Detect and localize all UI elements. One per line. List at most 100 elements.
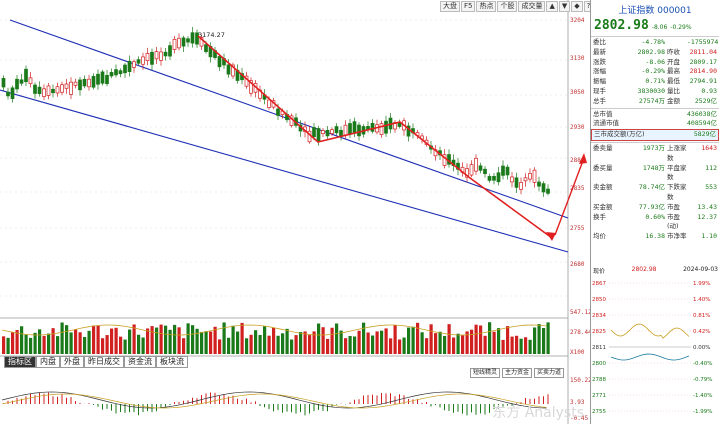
- volume-bar: [330, 327, 334, 354]
- volume-bar: [119, 336, 123, 354]
- volume-bar: [308, 335, 312, 354]
- candle-body: [114, 69, 118, 76]
- candle-body: [96, 73, 100, 85]
- toolbar-button[interactable]: 大盘: [440, 1, 460, 12]
- market-stat-rows: 委卖量 1973万 上涨家数 1643 委买量 1748万 平盘家数 112 卖金额 78.74亿…: [591, 144, 719, 242]
- candle-body: [1, 78, 6, 88]
- volume-bar: [515, 335, 519, 354]
- price-row: 2802.98 -8.06 -0.29%: [591, 16, 719, 35]
- bottom-tab[interactable]: 内盘: [36, 356, 60, 368]
- bottom-tab[interactable]: 资金流: [124, 356, 156, 368]
- volume-bar: [371, 335, 375, 354]
- volume-bar: [11, 332, 15, 354]
- candle-body: [91, 75, 96, 88]
- volume-bar: [497, 328, 501, 354]
- toolbar-button[interactable]: ▲: [546, 1, 558, 12]
- volume-bar: [114, 327, 118, 354]
- toolbar-button[interactable]: 成交量: [518, 1, 546, 12]
- volume-bar: [546, 322, 550, 354]
- indicator-tab[interactable]: 短线精灵: [470, 368, 501, 378]
- indicator-tab[interactable]: 主力资金: [502, 368, 533, 378]
- toolbar-button[interactable]: F5: [461, 1, 476, 12]
- candle-body: [330, 129, 334, 134]
- volume-bar: [312, 331, 316, 354]
- volume-bar: [78, 332, 82, 354]
- quote-label: 量比: [667, 86, 680, 95]
- market-cap-rows: 总市值 436038亿 流通市值 408594亿 三市成交额(万亿) 5829亿: [591, 110, 719, 141]
- bottom-tab[interactable]: 昨日成交: [84, 356, 124, 368]
- quote-label: 买金额: [593, 202, 613, 211]
- chart-toolbar: 大盘 F5 热点 个股 成交量 ▲ ▼ ◆?: [440, 1, 594, 12]
- volume-bar: [24, 334, 28, 354]
- volume-bar: [6, 337, 10, 354]
- toolbar-button[interactable]: 个股: [497, 1, 518, 12]
- mini-axis-left-label: 2800: [592, 361, 606, 367]
- quote-row: 委比 -4.78% -1755974: [591, 38, 719, 48]
- quote-value: 408594亿: [687, 119, 717, 128]
- chart-canvas: 3204 3130 3050 2930 2880 2835 2755 2680 3174.27 5…: [0, 0, 598, 424]
- candle-body: [159, 51, 163, 61]
- candle-body: [132, 61, 136, 68]
- candle-body: [267, 99, 271, 108]
- quote-label: 开盘: [667, 57, 680, 66]
- candle-body: [73, 81, 78, 86]
- volume-bar: [47, 333, 51, 354]
- toolbar-button[interactable]: ◆: [571, 1, 583, 12]
- candle-body: [181, 37, 186, 47]
- bottom-tab[interactable]: 板块流: [156, 356, 188, 368]
- volume-ma-line: [1, 324, 547, 336]
- toolbar-button[interactable]: ▼: [558, 1, 571, 12]
- volume-bar: [321, 327, 325, 354]
- quote-label: 最低: [667, 77, 680, 86]
- volume-bar: [375, 331, 379, 354]
- mini-avg-line: [610, 353, 690, 361]
- bottom-tab[interactable]: 外盘: [60, 356, 84, 368]
- volume-bar: [267, 335, 271, 354]
- quote-label: 涨幅: [593, 67, 606, 76]
- volume-bar: [141, 337, 145, 354]
- macd-dea-line: [1, 393, 547, 409]
- kline-chart[interactable]: 3204 3130 3050 2930 2880 2835 2755 2680 3174.27 5…: [0, 0, 598, 424]
- candle-body: [24, 68, 28, 83]
- candle-body: [154, 51, 159, 60]
- candle-body: [483, 168, 487, 175]
- candle-body: [105, 74, 109, 85]
- candle-body: [226, 64, 231, 75]
- mini-axis-left-label: 2811: [592, 345, 606, 351]
- quote-row: 涨跌 -8.06 开盘 2809.17: [591, 58, 719, 68]
- volume-bar: [506, 326, 510, 354]
- quote-label: 昨收: [667, 47, 680, 56]
- volume-bar: [366, 332, 370, 354]
- intraday-mini-chart[interactable]: 现价 2802.98 2024-09-03 2867 1.99% 2850 1.40%…: [591, 266, 719, 424]
- quote-row: 买金额 77.93亿 市盈 13.43: [591, 203, 719, 213]
- volume-bar: [87, 330, 91, 354]
- quote-row: 流通市值 408594亿: [591, 119, 719, 129]
- candle-body: [501, 165, 505, 176]
- mini-axis-left-label: 2850: [592, 297, 606, 303]
- volume-bar: [2, 336, 6, 354]
- volume-bar: [245, 338, 249, 354]
- quote-label: 均价: [593, 232, 606, 241]
- candle-body: [145, 53, 150, 61]
- volume-bar: [299, 332, 303, 354]
- volume-bar: [353, 336, 357, 354]
- candle-body: [199, 37, 204, 47]
- arrow-head: [546, 232, 556, 241]
- divider: [591, 36, 719, 37]
- quote-label: 总手: [593, 96, 606, 105]
- volume-bar: [60, 322, 64, 354]
- volume-bar: [254, 330, 258, 354]
- candle-body: [42, 88, 46, 97]
- candle-body: [325, 129, 330, 137]
- quote-value: 27574万: [638, 96, 665, 105]
- price-axis-label: 2930: [570, 124, 585, 131]
- quote-value: 2794.91: [689, 77, 717, 86]
- bottom-tab[interactable]: 指标区: [4, 356, 36, 368]
- candle-body: [78, 79, 82, 91]
- toolbar-button[interactable]: 热点: [476, 1, 497, 12]
- candle-body: [523, 177, 528, 182]
- volume-bar: [236, 331, 240, 354]
- indicator-tab[interactable]: 买卖力道: [534, 368, 565, 378]
- volume-bar: [105, 335, 109, 354]
